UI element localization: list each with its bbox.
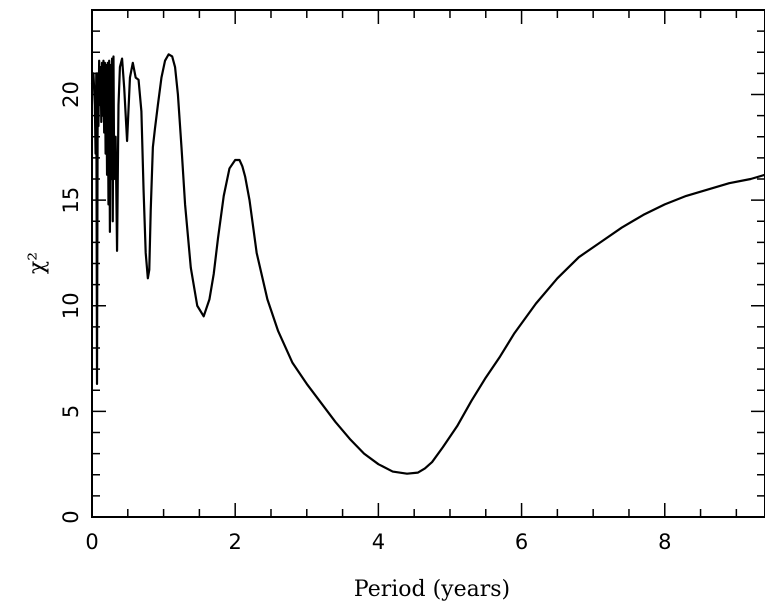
y-tick-label: 0 bbox=[59, 510, 83, 523]
x-tick-label: 2 bbox=[229, 530, 242, 554]
y-axis-label: χ² bbox=[25, 252, 50, 274]
x-tick-label: 0 bbox=[85, 530, 98, 554]
x-axis-label: Period (years) bbox=[354, 577, 510, 602]
x-tick-label: 8 bbox=[658, 530, 671, 554]
x-tick-label: 6 bbox=[515, 530, 528, 554]
axis-tick-labels: 0 2 4 6 8 0 5 10 15 20 bbox=[59, 81, 671, 554]
x-tick-label: 4 bbox=[372, 530, 385, 554]
axis-ticks bbox=[91, 9, 765, 518]
y-tick-label: 15 bbox=[59, 187, 83, 214]
chi-squared-curve bbox=[90, 53, 765, 475]
y-tick-label: 5 bbox=[59, 405, 83, 418]
plot-frame bbox=[91, 9, 765, 518]
y-tick-label: 10 bbox=[59, 292, 83, 319]
y-tick-label: 20 bbox=[59, 81, 83, 108]
